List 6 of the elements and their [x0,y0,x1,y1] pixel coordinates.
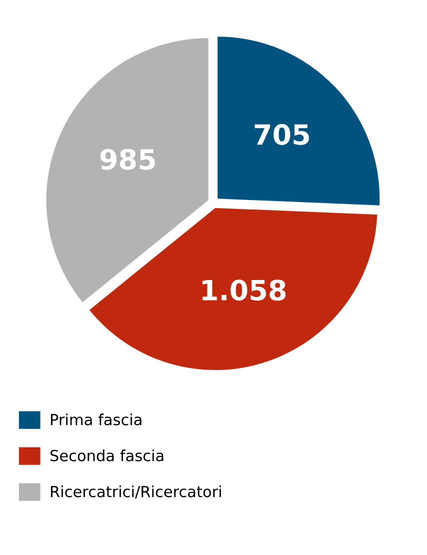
legend-label: Ricercatrici/Ricercatori [50,486,221,499]
data-label: 985 [100,148,155,170]
legend-label: Prima fascia [50,414,142,426]
legend-label: Seconda fascia [50,450,164,462]
data-label: 1.058 [202,280,286,301]
data-label: 705 [254,124,309,145]
